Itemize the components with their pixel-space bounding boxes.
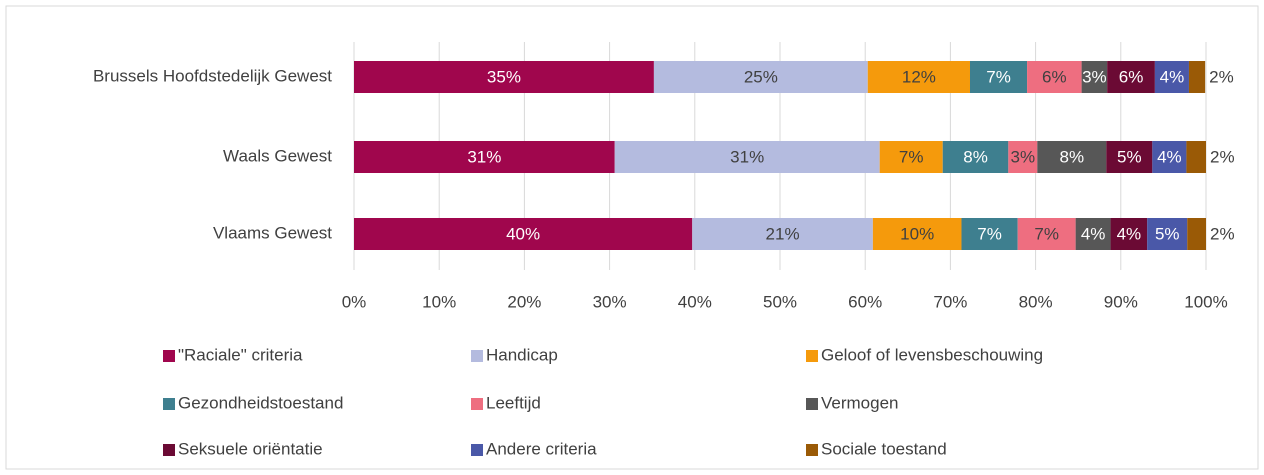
y-tick-label: Waals Gewest xyxy=(223,146,332,165)
bar-segment xyxy=(1110,218,1148,250)
data-label: 4% xyxy=(1160,67,1185,86)
legend-label: Seksuele oriëntatie xyxy=(178,439,323,458)
bar-segment xyxy=(692,218,873,250)
y-tick-label: Brussels Hoofdstedelijk Gewest xyxy=(93,66,332,85)
bar-segment xyxy=(354,141,615,173)
data-label: 8% xyxy=(1060,147,1085,166)
legend-swatch xyxy=(471,398,483,410)
bar-segment xyxy=(879,141,943,173)
legend-swatch xyxy=(163,398,175,410)
data-label: 8% xyxy=(963,147,988,166)
bar-segment xyxy=(1186,141,1206,173)
legend-swatch xyxy=(471,350,483,362)
legend-swatch xyxy=(806,350,818,362)
legend-label: Vermogen xyxy=(821,393,899,412)
data-label: 3% xyxy=(1011,147,1036,166)
bar-segment xyxy=(1147,218,1188,250)
data-label: 2% xyxy=(1209,67,1234,86)
legend-label: Andere criteria xyxy=(486,439,597,458)
bar-segment xyxy=(1154,61,1189,93)
data-label: 4% xyxy=(1117,224,1142,243)
data-label: 5% xyxy=(1155,224,1180,243)
legend-label: Leeftijd xyxy=(486,393,541,412)
x-tick-label: 30% xyxy=(593,292,627,311)
data-label: 31% xyxy=(467,147,501,166)
bar-segment xyxy=(1017,218,1076,250)
data-label: 7% xyxy=(977,224,1002,243)
data-label: 4% xyxy=(1081,224,1106,243)
data-label: 12% xyxy=(902,67,936,86)
legend-label: Gezondheidstoestand xyxy=(178,393,343,412)
bar-segment xyxy=(961,218,1018,250)
bar-segment xyxy=(1152,141,1187,173)
data-label: 2% xyxy=(1210,224,1235,243)
x-tick-label: 100% xyxy=(1184,292,1227,311)
bar-segment xyxy=(1188,61,1206,93)
legend-swatch xyxy=(471,444,483,456)
legend-swatch xyxy=(806,444,818,456)
bar-segment xyxy=(872,218,962,250)
data-label: 7% xyxy=(899,147,924,166)
legend-swatch xyxy=(163,444,175,456)
data-label: 7% xyxy=(1034,224,1059,243)
bar-segment xyxy=(1027,61,1082,93)
data-label: 40% xyxy=(506,224,540,243)
bar-segment xyxy=(354,218,693,250)
bar-segment xyxy=(969,61,1028,93)
data-label: 21% xyxy=(766,224,800,243)
data-label: 31% xyxy=(730,147,764,166)
bar-segment xyxy=(1081,61,1108,93)
bar-segment xyxy=(1037,141,1107,173)
data-label: 5% xyxy=(1117,147,1142,166)
legend-swatch xyxy=(163,350,175,362)
bar-segment xyxy=(1107,61,1155,93)
bar-segment xyxy=(867,61,970,93)
data-label: 2% xyxy=(1210,147,1235,166)
bar-segment xyxy=(653,61,868,93)
bar-segment xyxy=(1008,141,1038,173)
legend-label: Sociale toestand xyxy=(821,439,947,458)
data-label: 25% xyxy=(744,67,778,86)
x-tick-label: 60% xyxy=(848,292,882,311)
x-tick-label: 70% xyxy=(933,292,967,311)
x-tick-label: 0% xyxy=(342,292,367,311)
x-tick-label: 80% xyxy=(1019,292,1053,311)
data-label: 10% xyxy=(900,224,934,243)
data-label: 6% xyxy=(1119,67,1144,86)
x-tick-label: 10% xyxy=(422,292,456,311)
data-label: 35% xyxy=(487,67,521,86)
x-tick-label: 90% xyxy=(1104,292,1138,311)
legend-label: Geloof of levensbeschouwing xyxy=(821,345,1043,364)
legend-swatch xyxy=(806,398,818,410)
bar-segment xyxy=(942,141,1009,173)
data-label: 6% xyxy=(1042,67,1067,86)
legend-label: Handicap xyxy=(486,345,558,364)
y-tick-label: Vlaams Gewest xyxy=(213,223,332,242)
x-tick-label: 40% xyxy=(678,292,712,311)
bar-segment xyxy=(614,141,880,173)
x-tick-label: 50% xyxy=(763,292,797,311)
x-tick-label: 20% xyxy=(507,292,541,311)
data-label: 7% xyxy=(986,67,1011,86)
bar-segment xyxy=(1106,141,1153,173)
data-label: 4% xyxy=(1157,147,1182,166)
bar-segment xyxy=(354,61,654,93)
bar-segment xyxy=(1075,218,1111,250)
data-label: 3% xyxy=(1082,67,1107,86)
legend-label: "Raciale" criteria xyxy=(178,345,303,364)
bar-segment xyxy=(1187,218,1206,250)
